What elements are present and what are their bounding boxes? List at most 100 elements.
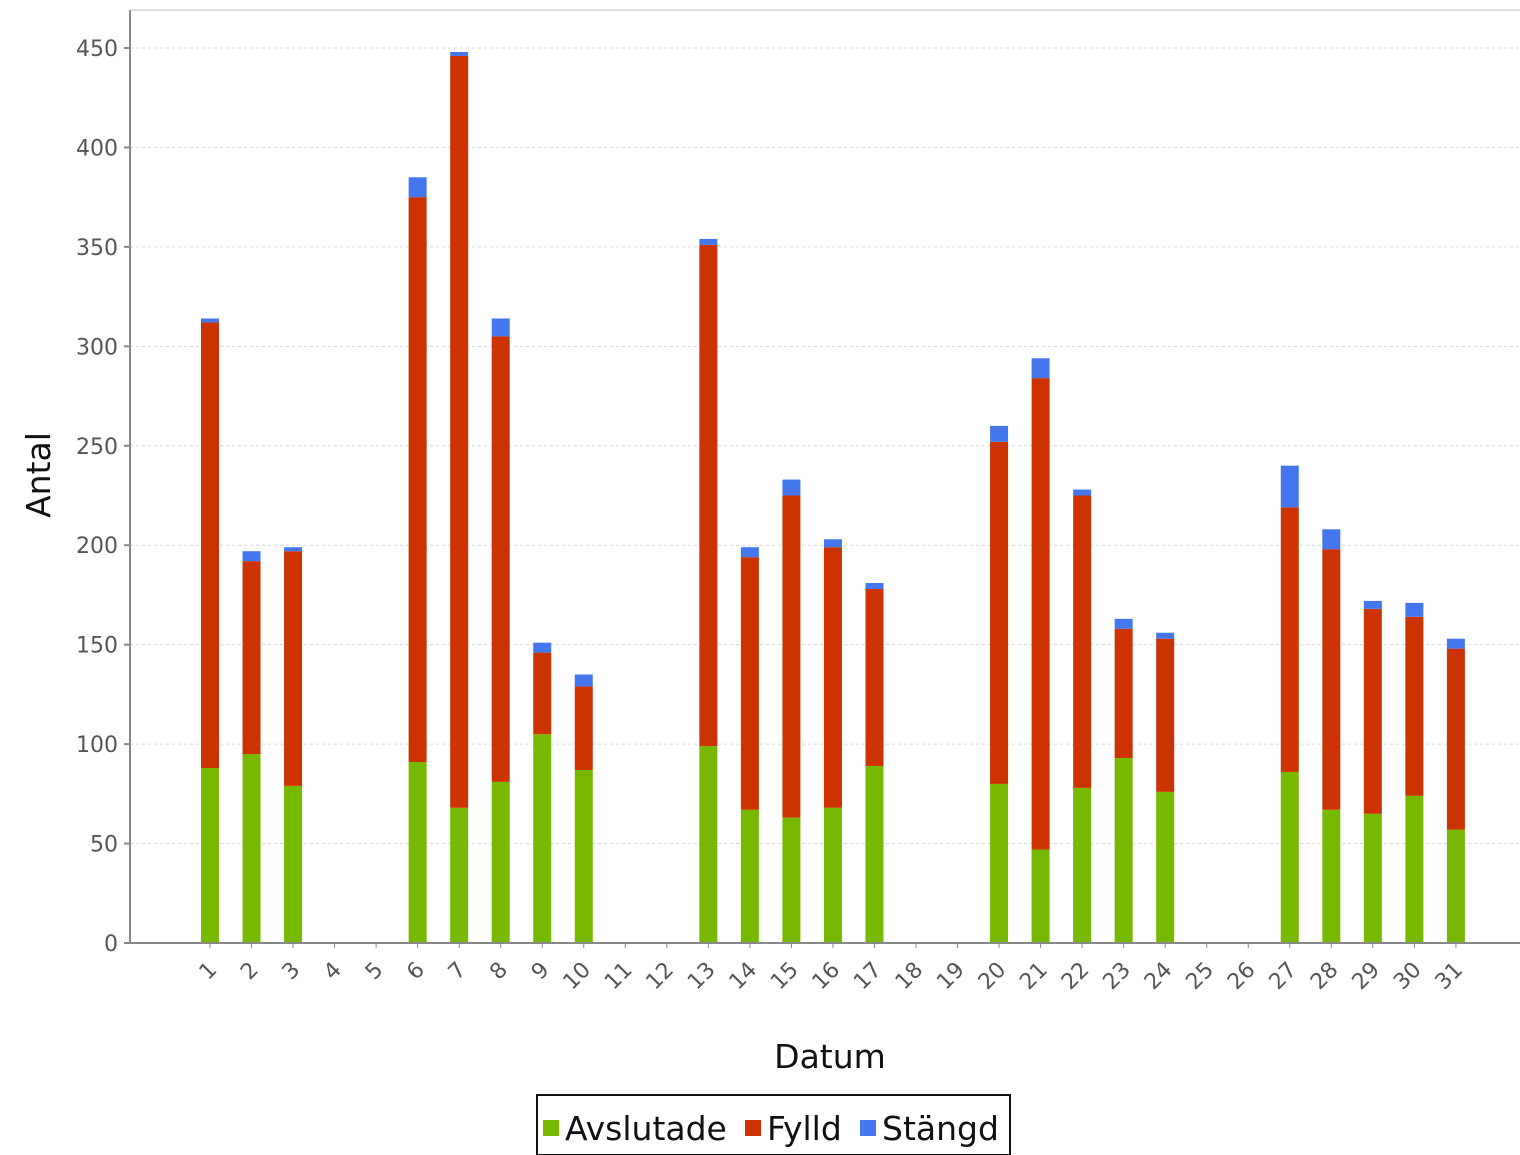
- bar-segment-fylld-22: [1073, 495, 1092, 788]
- bar-segment-st-ngd-29: [1363, 600, 1382, 609]
- bar-segment-avslutade-20: [990, 783, 1009, 943]
- x-tick-label: 12: [642, 958, 679, 995]
- bar-segment-avslutade-15: [782, 817, 801, 943]
- legend-label-avslutade: Avslutade: [565, 1109, 727, 1148]
- bar-segment-st-ngd-17: [865, 583, 884, 589]
- x-tick-label: 5: [361, 958, 389, 986]
- bar-segment-fylld-1: [201, 322, 219, 768]
- bar-segment-st-ngd-6: [408, 177, 427, 198]
- bar-segment-avslutade-21: [1031, 849, 1050, 943]
- x-tick-labels: 1 2 3 4 5 6 7 8 9 10 11 12 13 14 15 16 17 18 19 20 21 22 23 24 2…: [195, 943, 1468, 995]
- x-tick-label: 28: [1306, 958, 1343, 995]
- x-tick-label: 22: [1057, 958, 1094, 995]
- bar-segment-avslutade-30: [1405, 795, 1424, 943]
- bar-segment-avslutade-10: [574, 769, 593, 943]
- bar-segment-st-ngd-30: [1405, 602, 1424, 617]
- x-tick-label: 29: [1348, 958, 1385, 995]
- bar-segment-avslutade-31: [1446, 829, 1465, 943]
- legend-swatch-st-ngd: [860, 1120, 876, 1136]
- y-tick-label: 100: [76, 733, 118, 758]
- bar-segment-fylld-23: [1114, 628, 1133, 759]
- bar-segment-avslutade-22: [1073, 787, 1092, 943]
- bar-segment-avslutade-7: [450, 807, 469, 943]
- bar-segment-avslutade-13: [699, 746, 718, 943]
- bar-segment-fylld-15: [782, 495, 801, 818]
- bar-segment-st-ngd-14: [740, 547, 759, 558]
- x-tick-label: 24: [1140, 958, 1177, 995]
- y-tick-label: 400: [76, 136, 118, 161]
- bar-segment-fylld-16: [823, 547, 842, 808]
- y-tick-label: 50: [90, 833, 118, 858]
- bar-segment-st-ngd-1: [201, 318, 219, 323]
- legend-label-fylld: Fylld: [767, 1109, 842, 1148]
- bar-segment-st-ngd-23: [1114, 618, 1133, 629]
- y-tick-label: 450: [76, 37, 118, 62]
- legend-box: [536, 1094, 1011, 1155]
- bar-segment-st-ngd-7: [450, 51, 469, 56]
- bar-segment-fylld-27: [1280, 507, 1299, 772]
- x-tick-label: 4: [319, 958, 347, 986]
- bar-segment-avslutade-8: [491, 781, 510, 943]
- bar-segment-avslutade-1: [201, 767, 219, 943]
- bar-segment-fylld-7: [450, 55, 469, 808]
- bar-segment-avslutade-6: [408, 762, 427, 943]
- x-tick-label: 14: [725, 958, 762, 995]
- legend-label-st-ngd: Stängd: [882, 1109, 999, 1148]
- bar-segment-avslutade-24: [1156, 791, 1175, 943]
- x-tick-label: 23: [1098, 958, 1135, 995]
- x-tick-label: 1: [195, 958, 223, 986]
- y-tick-label: 0: [104, 932, 118, 957]
- bar-segment-avslutade-16: [823, 807, 842, 943]
- x-tick-label: 15: [766, 958, 803, 995]
- x-tick-label: 26: [1223, 958, 1260, 995]
- bar-segment-fylld-9: [533, 652, 552, 735]
- bar-segment-fylld-14: [740, 557, 759, 810]
- x-tick-label: 30: [1389, 958, 1426, 995]
- bar-segment-st-ngd-22: [1073, 489, 1092, 496]
- x-tick-label: 31: [1431, 958, 1468, 995]
- y-axis-title: Antal: [19, 432, 58, 518]
- bar-segment-fylld-2: [242, 561, 261, 755]
- y-tick-labels: 0 50 100 150 200 250 300 350 400 450: [76, 37, 130, 957]
- bar-segment-avslutade-3: [284, 785, 303, 943]
- x-tick-label: 18: [891, 958, 928, 995]
- x-tick-label: 3: [278, 958, 306, 986]
- bar-segment-st-ngd-2: [242, 551, 261, 562]
- x-tick-label: 10: [559, 958, 596, 995]
- y-tick-label: 200: [76, 534, 118, 559]
- bar-segment-st-ngd-9: [533, 642, 552, 653]
- bar-segment-avslutade-9: [533, 734, 552, 943]
- x-tick-label: 19: [932, 958, 969, 995]
- bar-segment-fylld-21: [1031, 378, 1050, 850]
- bars: [201, 51, 1465, 943]
- bar-segment-avslutade-23: [1114, 758, 1133, 943]
- bar-segment-st-ngd-8: [491, 318, 510, 337]
- bar-segment-fylld-24: [1156, 638, 1175, 792]
- bar-segment-st-ngd-27: [1280, 465, 1299, 508]
- bar-segment-st-ngd-21: [1031, 358, 1050, 379]
- bar-segment-fylld-31: [1446, 648, 1465, 830]
- bar-segment-avslutade-17: [865, 765, 884, 943]
- legend-swatch-fylld: [745, 1120, 761, 1136]
- legend-swatch-avslutade: [543, 1120, 559, 1136]
- bar-segment-avslutade-27: [1280, 771, 1299, 943]
- bar-segment-fylld-29: [1363, 608, 1382, 814]
- bar-segment-st-ngd-13: [699, 238, 718, 245]
- x-tick-label: 21: [1015, 958, 1052, 995]
- bar-segment-st-ngd-10: [574, 674, 593, 687]
- x-tick-label: 25: [1181, 958, 1218, 995]
- x-tick-label: 2: [236, 958, 264, 986]
- bar-segment-st-ngd-31: [1446, 638, 1465, 649]
- bar-segment-fylld-28: [1322, 549, 1341, 810]
- x-tick-label: 16: [808, 958, 845, 995]
- bar-segment-fylld-30: [1405, 616, 1424, 796]
- bar-segment-st-ngd-16: [823, 539, 842, 548]
- x-tick-label: 8: [485, 958, 513, 986]
- x-tick-label: 17: [849, 958, 886, 995]
- y-tick-label: 300: [76, 335, 118, 360]
- bar-segment-fylld-13: [699, 244, 718, 747]
- bar-segment-st-ngd-20: [990, 425, 1009, 442]
- y-tick-label: 350: [76, 236, 118, 261]
- bar-segment-st-ngd-15: [782, 479, 801, 496]
